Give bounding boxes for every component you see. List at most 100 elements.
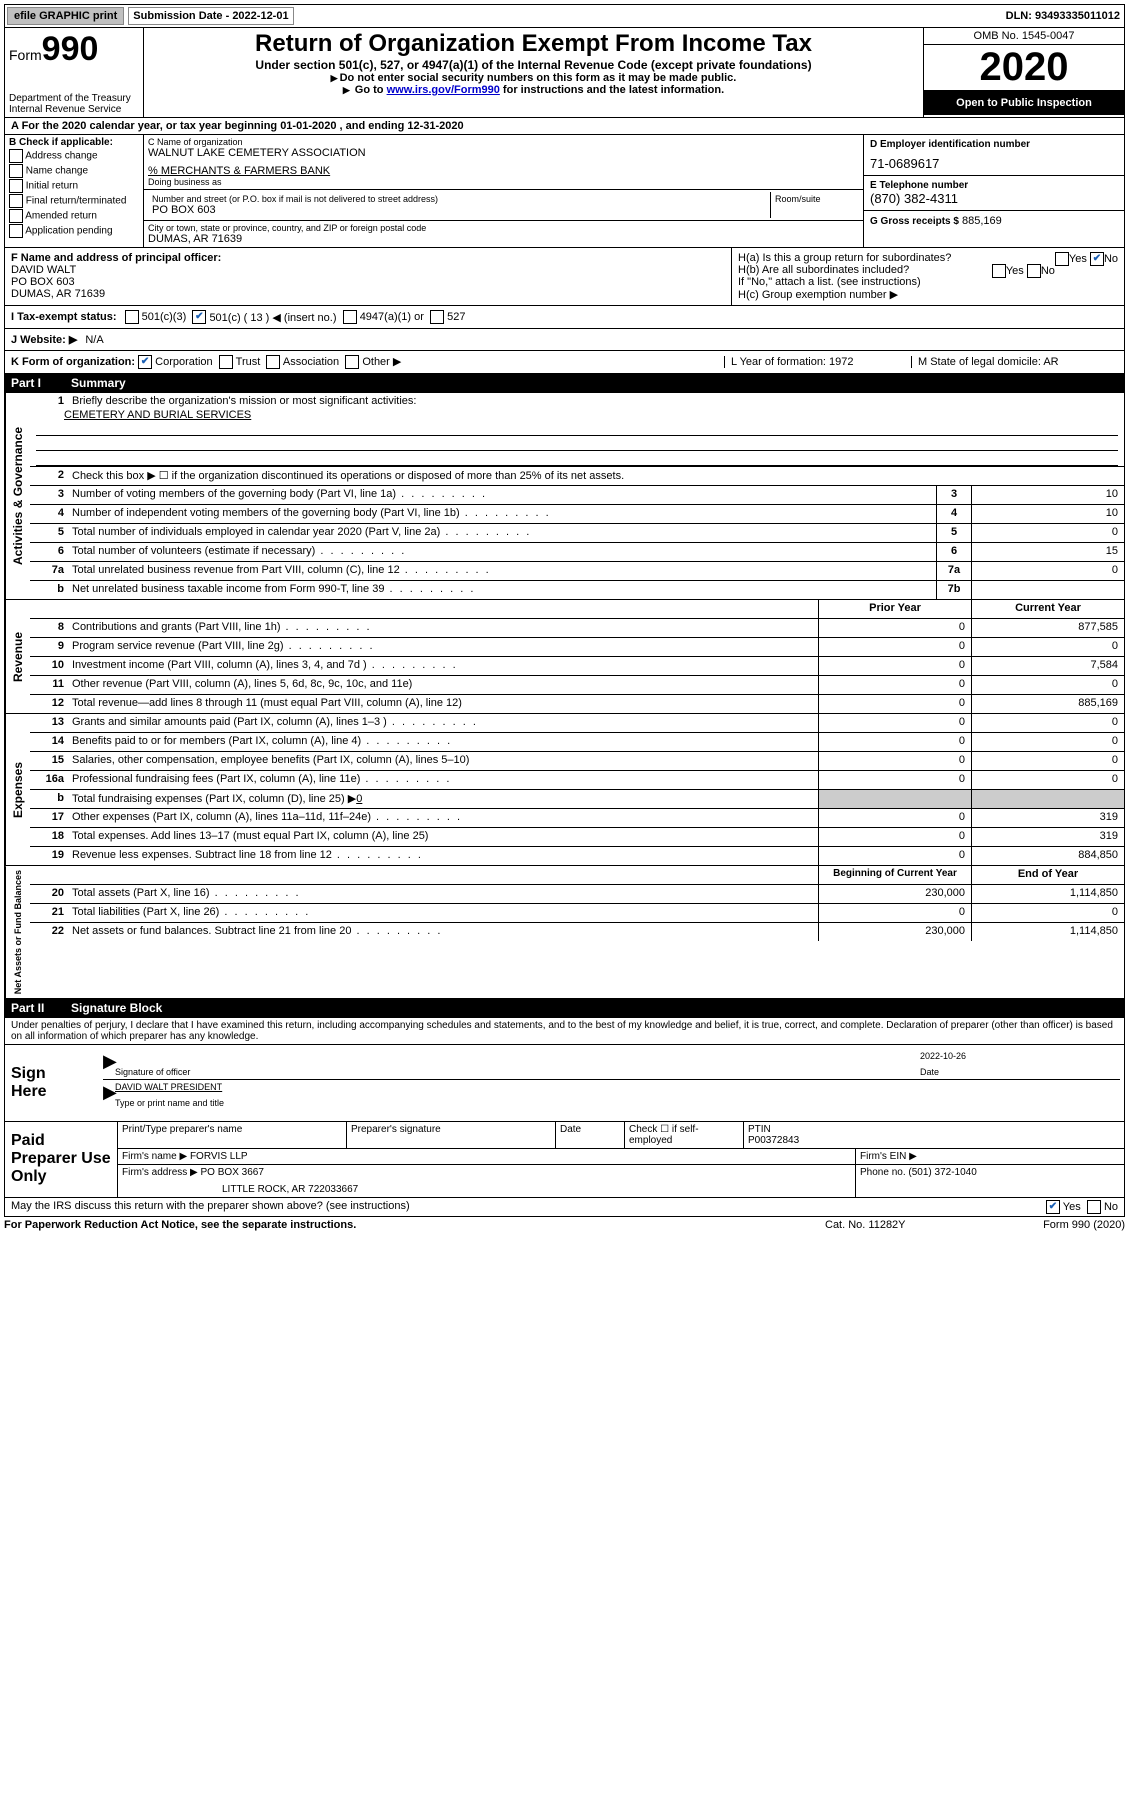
line-12-cy: 885,169: [971, 695, 1124, 713]
ha-yes-checkbox[interactable]: [1055, 252, 1069, 266]
line-2-desc: Check this box ▶ ☐ if the organization d…: [68, 467, 1124, 485]
officer-group-section: F Name and address of principal officer:…: [4, 248, 1125, 306]
line-18-num: 18: [30, 828, 68, 846]
principal-officer: F Name and address of principal officer:…: [5, 248, 731, 305]
line-13-desc: Grants and similar amounts paid (Part IX…: [68, 714, 818, 732]
ptin-label: PTIN: [748, 1124, 1120, 1135]
address-change-checkbox[interactable]: [9, 149, 23, 163]
discuss-no-checkbox[interactable]: [1087, 1200, 1101, 1214]
hb-yes-checkbox[interactable]: [992, 264, 1006, 278]
line-15-py: 0: [818, 752, 971, 770]
line-15-num: 15: [30, 752, 68, 770]
yes-label: Yes: [1069, 253, 1087, 265]
527-checkbox[interactable]: [430, 310, 444, 324]
tax-year: 2020: [924, 45, 1124, 91]
goto-text-after: for instructions and the latest informat…: [500, 84, 724, 96]
hb-label: H(b) Are all subordinates included?: [738, 264, 909, 276]
trust-checkbox[interactable]: [219, 355, 233, 369]
corporation-checkbox[interactable]: [138, 355, 152, 369]
line-10-cy: 7,584: [971, 657, 1124, 675]
501c3-label: 501(c)(3): [142, 311, 187, 323]
group-return-section: H(a) Is this a group return for subordin…: [731, 248, 1124, 305]
discuss-yes-checkbox[interactable]: [1046, 1200, 1060, 1214]
line-21-desc: Total liabilities (Part X, line 26): [68, 904, 818, 922]
yes-label: Yes: [1006, 265, 1024, 277]
other-checkbox[interactable]: [345, 355, 359, 369]
line-11-desc: Other revenue (Part VIII, column (A), li…: [68, 676, 818, 694]
line-6-box: 6: [936, 543, 971, 561]
instructions-line: Go to www.irs.gov/Form990 for instructio…: [148, 84, 919, 96]
other-label: Other ▶: [362, 356, 401, 368]
line-20-end: 1,114,850: [971, 885, 1124, 903]
line-4-value: 10: [971, 505, 1124, 523]
dept-treasury: Department of the Treasury Internal Reve…: [9, 93, 139, 115]
current-year-header: Current Year: [971, 600, 1124, 618]
preparer-signature-label: Preparer's signature: [347, 1122, 556, 1148]
line-5-value: 0: [971, 524, 1124, 542]
line-6-value: 15: [971, 543, 1124, 561]
perjury-declaration: Under penalties of perjury, I declare th…: [4, 1018, 1125, 1045]
line-13-num: 13: [30, 714, 68, 732]
paperwork-notice: For Paperwork Reduction Act Notice, see …: [4, 1219, 825, 1231]
line-9-py: 0: [818, 638, 971, 656]
part-i-title: Summary: [71, 376, 126, 390]
line-20-desc: Total assets (Part X, line 16): [68, 885, 818, 903]
line-5-desc: Total number of individuals employed in …: [68, 524, 936, 542]
k-label: K Form of organization:: [11, 356, 135, 368]
501c-checkbox[interactable]: [192, 310, 206, 324]
net-assets-section: Net Assets or Fund Balances Beginning of…: [4, 866, 1125, 999]
rev-header-num: [30, 600, 68, 618]
street-address: PO BOX 603: [152, 204, 766, 216]
ha-label: H(a) Is this a group return for subordin…: [738, 252, 951, 264]
4947-checkbox[interactable]: [343, 310, 357, 324]
top-bar: efile GRAPHIC print Submission Date - 20…: [4, 4, 1125, 28]
part-ii-header: Part II Signature Block: [4, 999, 1125, 1018]
amended-return-checkbox[interactable]: [9, 209, 23, 223]
footer-row: For Paperwork Reduction Act Notice, see …: [4, 1217, 1125, 1233]
printed-name-label: Type or print name and title: [115, 1098, 1120, 1108]
phone: (870) 382-4311: [870, 191, 1118, 206]
net-assets-side-label: Net Assets or Fund Balances: [5, 866, 30, 998]
no-label: No: [1041, 265, 1055, 277]
hb-no-checkbox[interactable]: [1027, 264, 1041, 278]
form-org-row: K Form of organization: Corporation Trus…: [4, 351, 1125, 374]
name-change-checkbox[interactable]: [9, 164, 23, 178]
line-21-num: 21: [30, 904, 68, 922]
form-number: 990: [42, 30, 99, 68]
name-change-label: Name change: [26, 166, 88, 177]
line-16b-text: Total fundraising expenses (Part IX, col…: [72, 793, 356, 805]
discuss-text: May the IRS discuss this return with the…: [11, 1200, 1046, 1214]
ha-no-checkbox[interactable]: [1090, 252, 1104, 266]
line-22-end: 1,114,850: [971, 923, 1124, 941]
line-22-beg: 230,000: [818, 923, 971, 941]
instructions-link[interactable]: www.irs.gov/Form990: [387, 84, 500, 96]
officer-signature-field[interactable]: [115, 1051, 920, 1067]
line-3-num: 3: [30, 486, 68, 504]
efile-print-button[interactable]: efile GRAPHIC print: [7, 7, 124, 25]
phone-label: E Telephone number: [870, 180, 1118, 191]
governance-section: Activities & Governance 1 Briefly descri…: [4, 393, 1125, 600]
mission-blank-2: [36, 436, 1118, 451]
line-12-py: 0: [818, 695, 971, 713]
omb-number: OMB No. 1545-0047: [924, 28, 1124, 45]
association-checkbox[interactable]: [266, 355, 280, 369]
line-19-py: 0: [818, 847, 971, 865]
tax-status-label: I Tax-exempt status:: [11, 311, 117, 323]
line-16a-num: 16a: [30, 771, 68, 789]
gross-receipts-label: G Gross receipts $: [870, 216, 959, 227]
amended-return-label: Amended return: [25, 211, 97, 222]
final-return-checkbox[interactable]: [9, 194, 23, 208]
end-year-header: End of Year: [971, 866, 1124, 884]
501c-label: 501(c) ( 13 ) ◀ (insert no.): [209, 311, 336, 324]
col-c: C Name of organization WALNUT LAKE CEMET…: [144, 135, 863, 247]
sign-arrow-icon: ▶: [103, 1051, 115, 1077]
application-pending-checkbox[interactable]: [9, 224, 23, 238]
form-subtitle: Under section 501(c), 527, or 4947(a)(1)…: [148, 58, 919, 72]
preparer-phone: (501) 372-1040: [908, 1167, 976, 1178]
line-19-num: 19: [30, 847, 68, 865]
hb-note: If "No," attach a list. (see instruction…: [738, 276, 1118, 288]
line-4-num: 4: [30, 505, 68, 523]
initial-return-checkbox[interactable]: [9, 179, 23, 193]
501c3-checkbox[interactable]: [125, 310, 139, 324]
line-7b-box: 7b: [936, 581, 971, 599]
